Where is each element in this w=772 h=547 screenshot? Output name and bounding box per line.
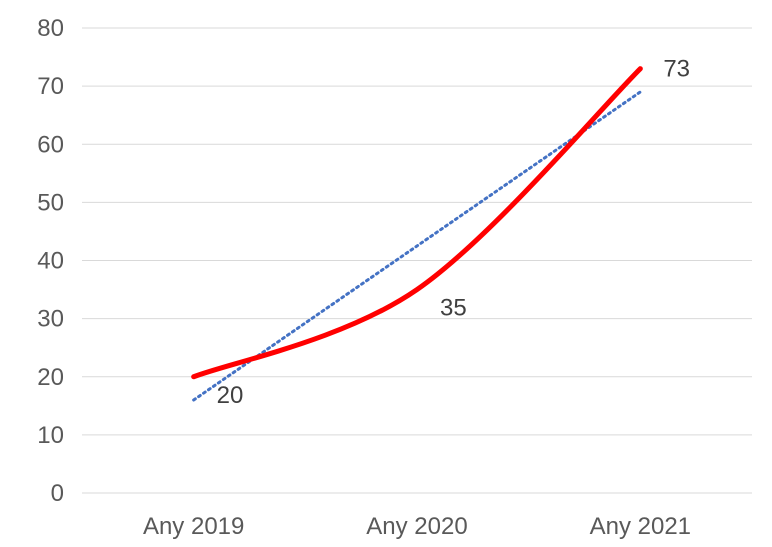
gridlines	[82, 27, 752, 494]
trendline-layer	[192, 90, 642, 402]
y-tick-label: 0	[51, 480, 64, 507]
data-labels: 20 35 73	[217, 56, 690, 409]
y-tick-label: 10	[37, 422, 64, 449]
trendline	[192, 90, 642, 402]
y-tick-label: 40	[37, 248, 64, 275]
x-tick-label: Any 2021	[590, 513, 691, 540]
x-tick-label: Any 2020	[366, 513, 467, 540]
data-label: 35	[440, 295, 467, 322]
data-label: 73	[663, 56, 690, 83]
y-axis-ticks: 0 10 20 30 40 50 60 70 80	[37, 15, 64, 507]
x-tick-label: Any 2019	[143, 513, 244, 540]
series-line	[191, 66, 643, 380]
y-tick-label: 60	[37, 131, 64, 158]
y-tick-label: 80	[37, 15, 64, 42]
y-tick-label: 50	[37, 189, 64, 216]
y-tick-label: 20	[37, 364, 64, 391]
x-axis-ticks: Any 2019 Any 2020 Any 2021	[143, 513, 691, 540]
y-tick-label: 70	[37, 73, 64, 100]
y-tick-label: 30	[37, 306, 64, 333]
data-label: 20	[217, 382, 244, 409]
series-layer	[191, 66, 643, 380]
